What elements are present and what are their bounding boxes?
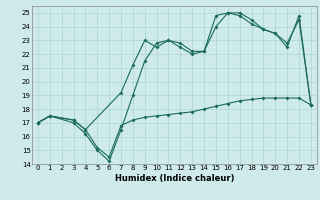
X-axis label: Humidex (Indice chaleur): Humidex (Indice chaleur) — [115, 174, 234, 183]
